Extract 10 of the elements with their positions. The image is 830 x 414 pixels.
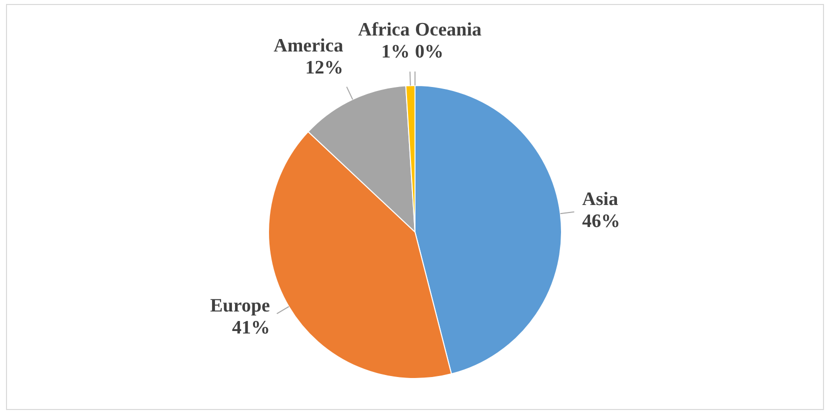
data-label: 46% — [582, 210, 620, 232]
category-label: Oceania — [415, 19, 482, 40]
slice-label: Asia — [582, 188, 619, 210]
slice-label: Europe — [210, 296, 270, 317]
slice-label: Africa — [358, 19, 410, 40]
slice-label: America — [274, 35, 344, 56]
text: 0% — [415, 41, 444, 62]
data-label: 41% — [232, 318, 270, 339]
data-label: 1% — [381, 41, 410, 62]
data-label: 12% — [305, 57, 344, 78]
